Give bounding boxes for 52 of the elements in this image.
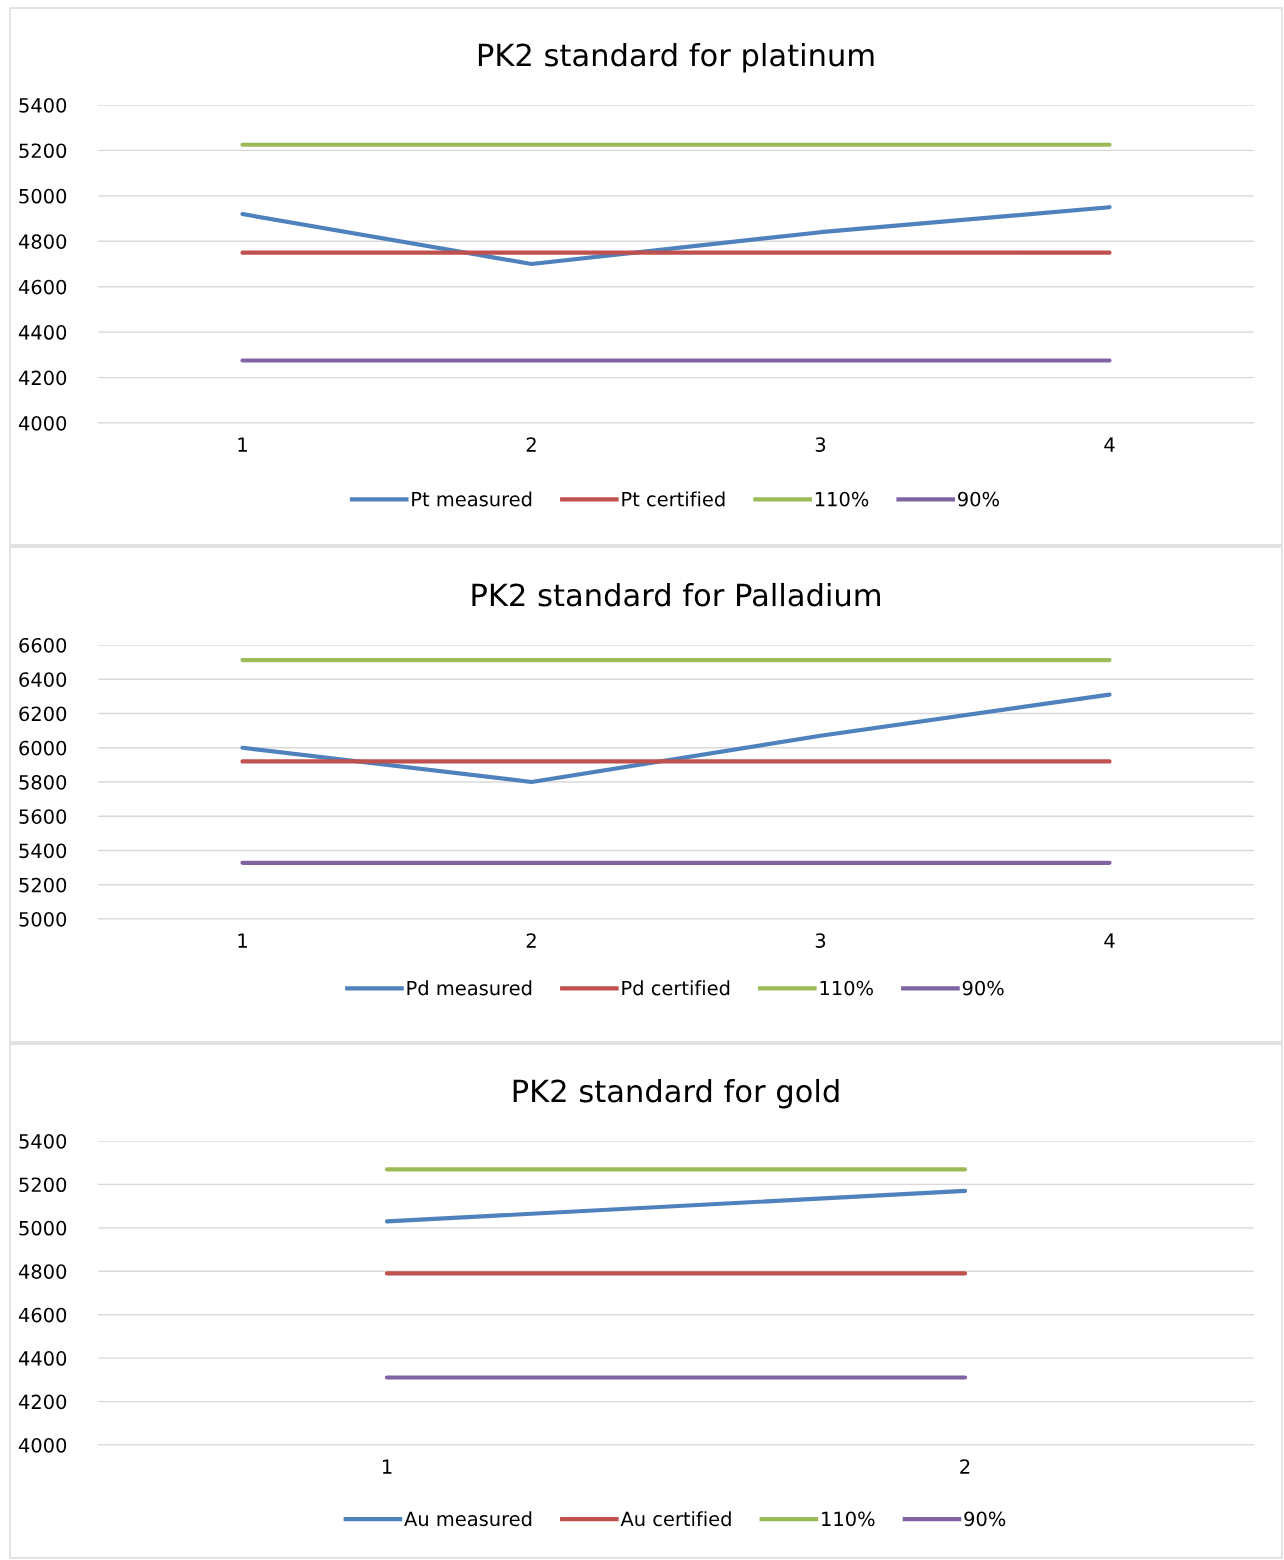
y-tick-label: 5600 (19, 809, 67, 824)
y-tick-label: 5000 (19, 1220, 67, 1236)
legend-label: 90% (958, 491, 999, 507)
y-tick-label: 5400 (19, 843, 67, 859)
y-tick-label: 5400 (19, 97, 67, 113)
y-tick-label: 4000 (18, 1437, 67, 1453)
legend-label: Pt measured (412, 491, 532, 507)
legend-label: Au measured (404, 1511, 532, 1527)
y-tick-label: 5200 (19, 1177, 67, 1193)
x-tick-label: 4 (1104, 933, 1115, 948)
y-tick-label: 4200 (18, 370, 67, 386)
y-tick-label: 6000 (19, 740, 67, 756)
chart-title: PK2 standard for Palladium (472, 582, 880, 607)
x-tick-label: 3 (815, 437, 826, 452)
x-tick-label: 4 (1104, 437, 1115, 452)
y-tick-label: 5200 (19, 877, 67, 893)
legend-label: 110% (820, 980, 873, 996)
y-tick-label: 4000 (18, 415, 67, 431)
y-tick-label: 6600 (19, 637, 67, 653)
x-tick-label: 3 (815, 933, 826, 948)
legend-label: 90% (964, 1511, 1006, 1527)
y-tick-label: 5000 (19, 911, 67, 927)
x-tick-label: 2 (526, 933, 536, 948)
x-tick-label: 2 (960, 1459, 970, 1474)
line-series (240, 692, 1112, 785)
y-tick-label: 5800 (19, 774, 67, 790)
y-tick-label: 4400 (18, 325, 67, 340)
x-tick-label: 1 (382, 1459, 392, 1474)
legend-label: Au certified (620, 1511, 731, 1527)
y-tick-label: 4200 (18, 1394, 67, 1410)
legend-label: 90% (962, 980, 1004, 996)
legend-label: Pd measured (407, 980, 532, 996)
chart-title: PK2 standard for gold (513, 1078, 839, 1109)
x-tick-label: 1 (238, 437, 247, 452)
line-series (240, 205, 1112, 267)
x-tick-label: 1 (238, 933, 247, 948)
y-tick-label: 6200 (19, 706, 67, 722)
y-tick-label: 4600 (18, 279, 67, 295)
chart-title: PK2 standard for platinum (478, 42, 874, 73)
y-tick-label: 4400 (18, 1351, 67, 1366)
legend-label: 110% (815, 491, 869, 507)
y-tick-label: 4800 (18, 1264, 67, 1279)
x-tick-label: 2 (526, 437, 536, 452)
y-tick-label: 4600 (18, 1307, 67, 1323)
legend-label: 110% (822, 1511, 875, 1527)
y-tick-label: 6400 (19, 672, 67, 687)
y-tick-label: 5400 (19, 1133, 67, 1149)
legend-label: Pd certified (622, 980, 730, 996)
y-tick-label: 5200 (19, 143, 67, 159)
y-tick-label: 5000 (19, 188, 67, 204)
legend-label: Pt certified (622, 491, 725, 507)
y-tick-label: 4800 (18, 234, 67, 249)
